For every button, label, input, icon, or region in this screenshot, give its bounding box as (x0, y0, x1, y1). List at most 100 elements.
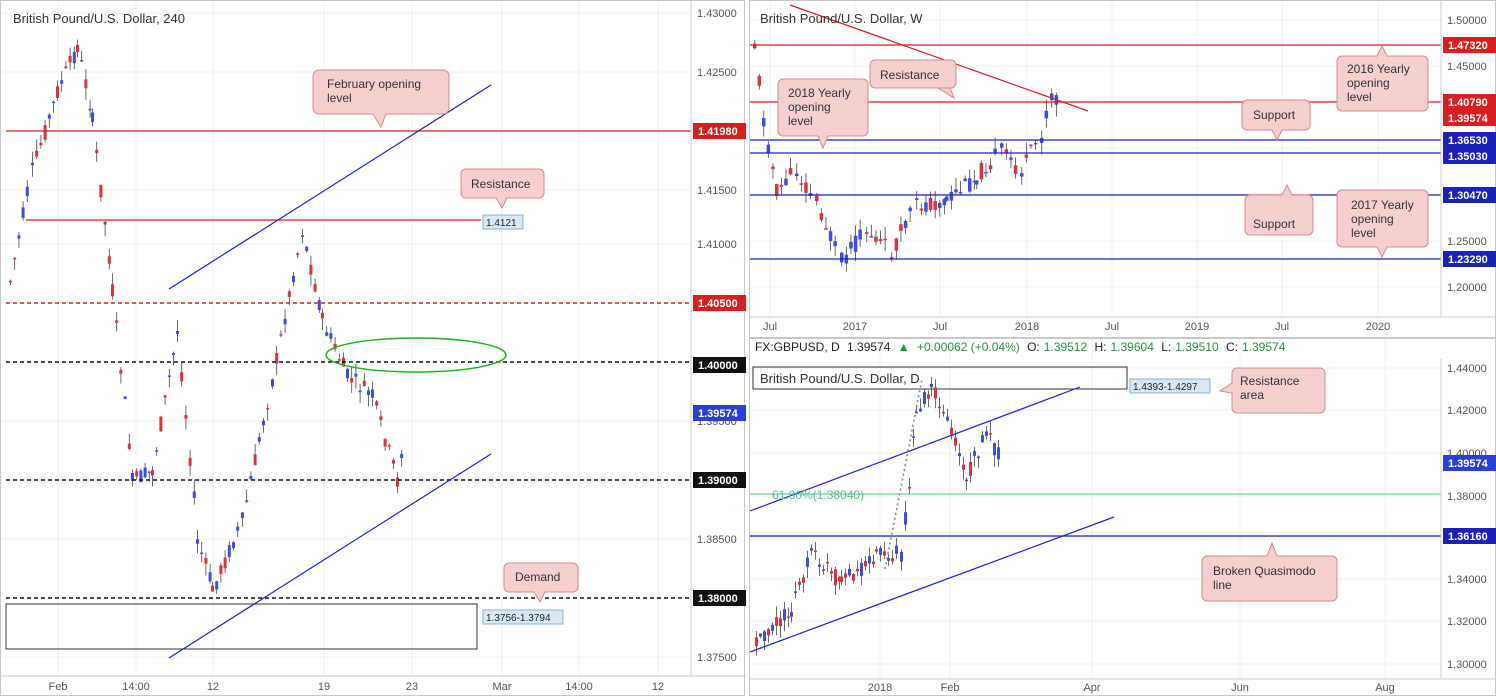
feb-open-callout: February opening level (312, 69, 450, 129)
up-arrow-icon: ▲ (897, 340, 910, 354)
yearly-2018-label-3: level (788, 114, 813, 128)
x-tick-label: 2017 (843, 321, 867, 333)
x-tick-label: Jun (1231, 682, 1249, 694)
price-label-box (1443, 187, 1496, 203)
h4-resistance-callout: Resistance (460, 168, 545, 210)
x-tick-label: Apr (1083, 682, 1100, 694)
last-price: 1.39574 (847, 340, 891, 354)
fib-dotted-line (884, 378, 923, 570)
x-tick-label: Feb (941, 682, 960, 694)
y-tick-label: 1.42500 (697, 67, 737, 79)
yearly-2017-callout: 2017 Yearly opening level (1336, 189, 1429, 259)
weekly-trendline (789, 4, 1089, 112)
broken-qm-label-1: Broken Quasimodo (1213, 564, 1316, 578)
price-label-box (693, 123, 746, 139)
yearly-2016-label-1: 2016 Yearly (1347, 62, 1410, 76)
price-label: 1.39574 (1448, 113, 1489, 125)
y-tick-label: 1.32000 (1447, 616, 1487, 628)
x-tick-label: 12 (207, 681, 219, 693)
feb-open-label-2: level (327, 91, 352, 105)
h4-resistance-tag: 1.4121 (486, 218, 517, 229)
high-value: 1.39604 (1110, 340, 1154, 354)
y-tick-label: 1.25000 (1447, 236, 1487, 248)
feb-open-label-1: February opening (327, 77, 421, 91)
daily-chart-panel[interactable]: British Pound/U.S. Dollar, D 61.80%(1.38… (749, 338, 1496, 696)
x-tick-label: 2018 (868, 682, 892, 694)
price-label: 1.39574 (698, 408, 739, 420)
weekly-title: British Pound/U.S. Dollar, W (760, 11, 923, 26)
price-change: +0.00062 (+0.04%) (917, 340, 1020, 354)
price-label-box (693, 590, 746, 606)
x-tick-label: Jul (1105, 321, 1119, 333)
price-label: 1.40000 (698, 360, 738, 372)
open-value: 1.39512 (1043, 340, 1088, 354)
x-tick-label: Mar (493, 681, 512, 693)
yearly-2018-label-2: opening (788, 100, 831, 114)
y-tick-label: 1.34000 (1447, 574, 1487, 586)
support-top-label: Support (1253, 108, 1296, 122)
price-label: 1.23290 (1448, 254, 1488, 266)
h4-demand-tag: 1.3756-1.3794 (486, 613, 551, 624)
x-tick-label: Aug (1375, 682, 1395, 694)
daily-chart[interactable]: British Pound/U.S. Dollar, D 61.80%(1.38… (750, 339, 1496, 697)
h4-title: British Pound/U.S. Dollar, 240 (13, 11, 185, 26)
y-tick-label: 1.41000 (697, 239, 737, 251)
x-tick-label: 23 (406, 681, 418, 693)
price-label: 1.39000 (698, 475, 738, 487)
price-label: 1.30470 (1448, 190, 1488, 202)
y-tick-label: 1.37500 (697, 652, 737, 664)
x-tick-label: Jul (933, 321, 947, 333)
price-label: 1.36160 (1448, 531, 1488, 543)
price-label-box (1443, 455, 1496, 471)
support-top-callout: Support (1241, 99, 1311, 142)
daily-channel-lower (750, 516, 1115, 653)
y-tick-label: 1.44000 (1447, 363, 1487, 375)
y-tick-label: 1.42000 (1447, 405, 1487, 417)
y-tick-label: 1.38000 (1447, 491, 1487, 503)
yearly-2018-label-1: 2018 Yearly (788, 86, 851, 100)
price-label: 1.36530 (1448, 135, 1488, 147)
price-label: 1.38000 (698, 593, 738, 605)
resistance-area-label-1: Resistance (1240, 374, 1300, 388)
resistance-area-tag: 1.4393-1.4297 (1133, 382, 1198, 393)
channel-upper-line (168, 84, 492, 290)
y-tick-label: 1.45000 (1447, 61, 1487, 73)
h4-chart[interactable]: British Pound/U.S. Dollar, 240 February … (1, 1, 746, 697)
price-label-box (1443, 37, 1496, 53)
weekly-resistance-callout: Resistance (869, 59, 957, 100)
low-value: 1.39510 (1175, 340, 1219, 354)
h4-resistance-label: Resistance (471, 177, 531, 191)
y-tick-label: 1.38500 (697, 534, 737, 546)
price-label-box (1443, 528, 1496, 544)
x-tick-label: 14:00 (565, 681, 593, 693)
price-label-box (1443, 94, 1496, 110)
weekly-chart-panel[interactable]: British Pound/U.S. Dollar, W Resistance … (749, 0, 1496, 338)
price-label-box (1443, 110, 1496, 126)
yearly-2017-label-2: opening (1351, 212, 1394, 226)
weekly-resistance-label: Resistance (880, 68, 940, 82)
symbol-name: FX:GBPUSD, D (755, 340, 840, 354)
x-tick-label: 19 (318, 681, 330, 693)
yearly-2016-label-2: opening (1347, 76, 1390, 90)
daily-title: British Pound/U.S. Dollar, D (760, 371, 920, 386)
price-label-box (693, 295, 746, 311)
price-label: 1.41980 (698, 126, 738, 138)
h4-demand-callout: Demand (503, 562, 579, 604)
y-tick-label: 1.30000 (1447, 659, 1487, 671)
fib-label: 61.80%(1.38040) (772, 488, 864, 502)
yearly-2017-label-3: level (1351, 226, 1376, 240)
yearly-2016-callout: 2016 Yearly opening level (1336, 44, 1429, 112)
x-tick-label: 12 (652, 681, 664, 693)
y-tick-label: 1.50000 (1447, 15, 1487, 27)
resistance-area-box (752, 366, 1128, 390)
price-label: 1.47320 (1448, 40, 1488, 52)
weekly-chart[interactable]: British Pound/U.S. Dollar, W Resistance … (750, 1, 1496, 339)
price-label-box (693, 357, 746, 373)
h4-chart-panel[interactable]: British Pound/U.S. Dollar, 240 February … (0, 0, 746, 697)
y-tick-label: 1.20000 (1447, 282, 1487, 294)
broken-qm-callout: Broken Quasimodo line (1201, 541, 1338, 602)
x-tick-label: 2018 (1015, 321, 1039, 333)
price-label: 1.39574 (1448, 458, 1489, 470)
x-tick-label: 14:00 (122, 681, 150, 693)
price-label-box (693, 405, 746, 421)
